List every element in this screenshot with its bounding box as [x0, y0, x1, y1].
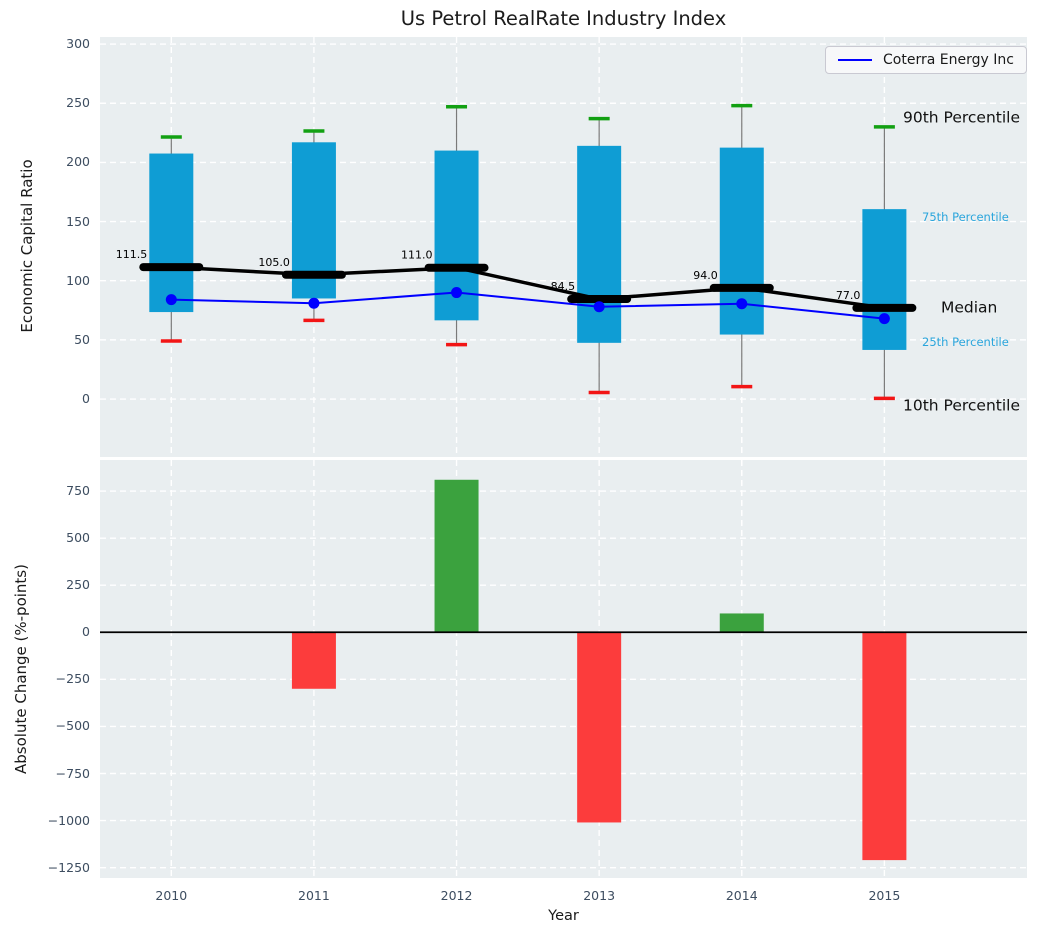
- legend: Coterra Energy Inc: [825, 46, 1027, 74]
- y-tick-label: 150: [66, 213, 90, 229]
- y-tick-label: 250: [66, 95, 90, 111]
- y-tick-label: 0: [82, 624, 90, 640]
- annotation-median: Median: [941, 298, 997, 316]
- y-tick-label: −500: [55, 718, 90, 734]
- y-tick-label: −750: [55, 765, 90, 781]
- annotation-75th-percentile: 75th Percentile: [922, 210, 1009, 224]
- bar-2015: [862, 632, 907, 861]
- bar-2011: [291, 632, 336, 689]
- y-tick-label: −250: [55, 671, 90, 687]
- iqr-box-2015: [862, 209, 907, 350]
- iqr-box-2013: [577, 145, 622, 343]
- iqr-box-2010: [149, 153, 194, 313]
- median-value-label-2012: 111.0: [401, 249, 433, 262]
- annotation-90th-percentile: 90th Percentile: [903, 108, 1020, 126]
- y-tick-label: −1000: [47, 812, 90, 828]
- chart-canvas: 111.5 105.0 111.0 84.5 94.0 77.0 90th Percenti…: [100, 37, 1027, 457]
- median-value-label-2015: 77.0: [836, 289, 861, 302]
- company-point-2011: [308, 297, 320, 309]
- company-point-2014: [736, 298, 748, 310]
- legend-line-sample: [838, 59, 872, 61]
- y-tick-label: 500: [66, 530, 90, 546]
- legend-label: Coterra Energy Inc: [883, 52, 1014, 68]
- median-value-label-2014: 94.0: [693, 269, 718, 282]
- y-tick-label: −1250: [47, 859, 90, 875]
- y-tick-label: 250: [66, 577, 90, 593]
- y-tick-label: 200: [66, 154, 90, 170]
- company-point-2012: [451, 287, 463, 299]
- x-tick-label-2010: 2010: [155, 888, 188, 903]
- chart-canvas: [100, 460, 1027, 878]
- top-y-axis-label: Economic Capital Ratio: [18, 159, 36, 333]
- x-tick-label-2011: 2011: [298, 888, 330, 903]
- x-tick-label-2015: 2015: [868, 888, 901, 903]
- chart-title: Us Petrol RealRate Industry Index: [400, 7, 727, 30]
- bottom-y-axis-label: Absolute Change (%-points): [12, 564, 30, 774]
- x-tick-label-2012: 2012: [440, 888, 473, 903]
- bar-2012: [434, 479, 479, 633]
- top-plot-area: 111.5 105.0 111.0 84.5 94.0 77.0 90th Percenti…: [100, 37, 1027, 457]
- annotation-25th-percentile: 25th Percentile: [922, 335, 1009, 349]
- company-point-2013: [593, 301, 605, 313]
- y-tick-label: 100: [66, 272, 90, 288]
- y-tick-label: 50: [74, 331, 90, 347]
- x-axis-label: Year: [548, 908, 579, 924]
- bar-2014: [719, 613, 764, 633]
- y-tick-label: 300: [66, 36, 90, 52]
- y-tick-label: 750: [66, 483, 90, 499]
- company-point-2010: [165, 294, 177, 306]
- bar-2013: [577, 632, 622, 823]
- annotation-10th-percentile: 10th Percentile: [903, 397, 1020, 415]
- median-value-label-2013: 84.5: [551, 280, 576, 293]
- company-point-2015: [878, 313, 890, 325]
- x-tick-label-2014: 2014: [725, 888, 758, 903]
- bottom-plot-area: [100, 460, 1027, 878]
- company-line: [171, 291, 885, 320]
- median-value-label-2010: 111.5: [116, 248, 148, 261]
- x-tick-label-2013: 2013: [583, 888, 616, 903]
- median-value-label-2011: 105.0: [258, 256, 290, 269]
- y-tick-label: 0: [82, 391, 90, 407]
